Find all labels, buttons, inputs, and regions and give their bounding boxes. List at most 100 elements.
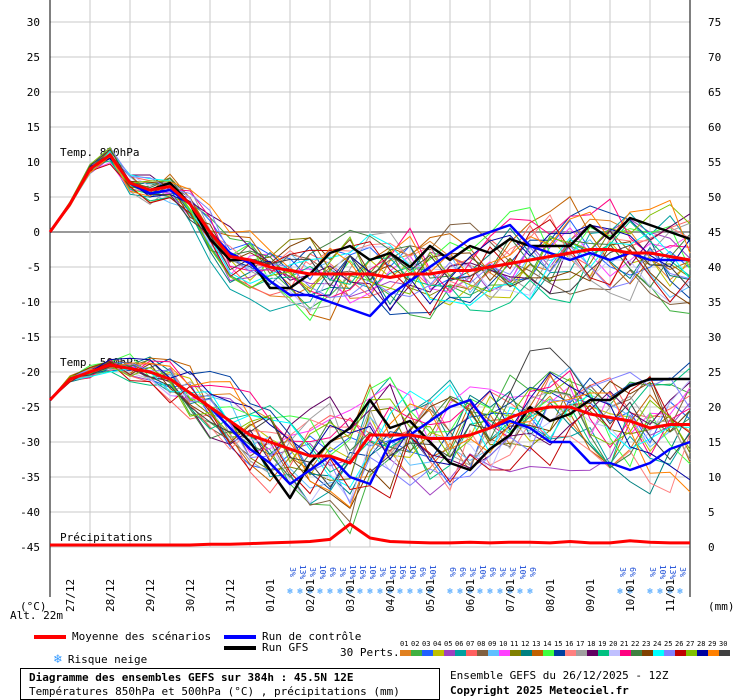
x-tick-label: 29/12 bbox=[144, 579, 157, 612]
snow-risk-label: 10% bbox=[408, 565, 417, 580]
pert-swatch bbox=[466, 650, 477, 656]
pert-swatch bbox=[510, 650, 521, 656]
x-tick-label: 04/01 bbox=[384, 579, 397, 612]
left-tick-label: 15 bbox=[27, 121, 40, 134]
pert-number: 20 bbox=[609, 640, 618, 648]
t500-mean-line bbox=[48, 363, 690, 465]
chart-title: Diagramme des ensembles GEFS sur 384h : … bbox=[29, 671, 354, 684]
snow-risk-icon: ❄ bbox=[627, 587, 633, 597]
right-tick-label: 30 bbox=[708, 331, 721, 344]
pert-swatch bbox=[598, 650, 609, 656]
left-axis-unit: (°C) bbox=[20, 600, 47, 613]
x-tick-label: 03/01 bbox=[344, 579, 357, 612]
pert-number: 26 bbox=[675, 640, 684, 648]
pert-swatches bbox=[400, 650, 730, 656]
legend-snow: ❄ Risque neige bbox=[54, 652, 147, 667]
pert-swatch bbox=[477, 650, 488, 656]
left-tick-label: -45 bbox=[20, 541, 40, 554]
snow-risk-icon: ❄ bbox=[497, 587, 503, 597]
pert-swatch bbox=[444, 650, 455, 656]
right-tick-label: 0 bbox=[708, 541, 715, 554]
pert-swatch bbox=[433, 650, 444, 656]
pert-swatch bbox=[642, 650, 653, 656]
snow-risk-icon: ❄ bbox=[507, 587, 513, 597]
right-tick-label: 5 bbox=[708, 506, 715, 519]
snow-risk-icon: ❄ bbox=[677, 587, 683, 597]
right-tick-label: 10 bbox=[708, 471, 721, 484]
right-tick-label: 20 bbox=[708, 401, 721, 414]
pert-number: 25 bbox=[664, 640, 673, 648]
snow-risk-label: 10% bbox=[388, 565, 397, 580]
pert-swatch bbox=[719, 650, 730, 656]
snow-risk-icon: ❄ bbox=[347, 587, 353, 597]
right-tick-label: 15 bbox=[708, 436, 721, 449]
pert-number: 28 bbox=[697, 640, 706, 648]
x-tick-label: 10/01 bbox=[624, 579, 637, 612]
x-tick-label: 28/12 bbox=[104, 579, 117, 612]
snow-risk-label: 3% bbox=[678, 567, 687, 577]
legend-control-swatch bbox=[224, 634, 256, 639]
snow-risk-icon: ❄ bbox=[487, 587, 493, 597]
snow-risk-label: 3% bbox=[378, 567, 387, 577]
snow-risk-icon: ❄ bbox=[427, 587, 433, 597]
legend-gfs: Run GFS bbox=[224, 641, 308, 654]
snow-risk-label: 6% bbox=[488, 567, 497, 577]
t500-member-line bbox=[49, 357, 691, 482]
left-tick-label: -25 bbox=[20, 401, 40, 414]
snow-risk-label: 10% bbox=[518, 565, 527, 580]
snow-risk-icon: ❄ bbox=[357, 587, 363, 597]
snow-risk-label: 6% bbox=[418, 567, 427, 577]
snow-risk-label: 13% bbox=[668, 565, 677, 580]
legend-gfs-swatch bbox=[224, 645, 256, 650]
snow-risk-icon: ❄ bbox=[387, 587, 393, 597]
right-tick-label: 70 bbox=[708, 51, 721, 64]
pert-swatch bbox=[576, 650, 587, 656]
snow-risk-label: 6% bbox=[328, 567, 337, 577]
pert-swatch bbox=[488, 650, 499, 656]
left-tick-label: -5 bbox=[27, 261, 40, 274]
snowflake-icon: ❄ bbox=[54, 652, 62, 667]
t850-member-line bbox=[49, 153, 691, 316]
pert-swatch bbox=[543, 650, 554, 656]
snow-risk-icon: ❄ bbox=[337, 587, 343, 597]
t850-control-line bbox=[48, 153, 690, 318]
snow-risk-label: 3% bbox=[338, 567, 347, 577]
copyright: Copyright 2025 Meteociel.fr bbox=[450, 684, 629, 697]
snow-risk-label: 3% bbox=[498, 567, 507, 577]
snow-risk-label: 3% bbox=[508, 567, 517, 577]
snow-risk-icon: ❄ bbox=[447, 587, 453, 597]
x-tick-label: 01/01 bbox=[264, 579, 277, 612]
snow-risk-label: 10% bbox=[368, 565, 377, 580]
left-tick-label: -15 bbox=[20, 331, 40, 344]
altitude-label: Alt. 22m bbox=[10, 609, 63, 620]
pert-number: 06 bbox=[455, 640, 464, 648]
pert-swatch bbox=[609, 650, 620, 656]
snow-risk-label: 6% bbox=[628, 567, 637, 577]
pert-number: 14 bbox=[543, 640, 552, 648]
snow-risk-icon: ❄ bbox=[517, 587, 523, 597]
t500-member-line bbox=[49, 362, 691, 509]
left-tick-label: 5 bbox=[33, 191, 40, 204]
t500-member-line bbox=[49, 362, 691, 486]
snow-risk-icon: ❄ bbox=[647, 587, 653, 597]
snow-risk-icon: ❄ bbox=[287, 587, 293, 597]
right-tick-label: 35 bbox=[708, 296, 721, 309]
t500-member-line bbox=[49, 357, 691, 481]
right-tick-label: 40 bbox=[708, 261, 721, 274]
pert-swatch bbox=[620, 650, 631, 656]
snow-risk-label: 3% bbox=[288, 567, 297, 577]
t500-member-line bbox=[49, 359, 691, 479]
t500-member-line bbox=[49, 358, 691, 458]
pert-number: 19 bbox=[598, 640, 607, 648]
snow-risk-icon: ❄ bbox=[317, 587, 323, 597]
legend-mean: Moyenne des scénarios bbox=[34, 630, 211, 643]
right-axis-unit: (mm) bbox=[708, 600, 735, 613]
pert-number: 02 bbox=[411, 640, 420, 648]
left-tick-label: -40 bbox=[20, 506, 40, 519]
right-tick-label: 25 bbox=[708, 366, 721, 379]
snow-risk-icon: ❄ bbox=[307, 587, 313, 597]
snow-risk-label: 6% bbox=[528, 567, 537, 577]
pert-number: 04 bbox=[433, 640, 442, 648]
pert-swatch bbox=[675, 650, 686, 656]
